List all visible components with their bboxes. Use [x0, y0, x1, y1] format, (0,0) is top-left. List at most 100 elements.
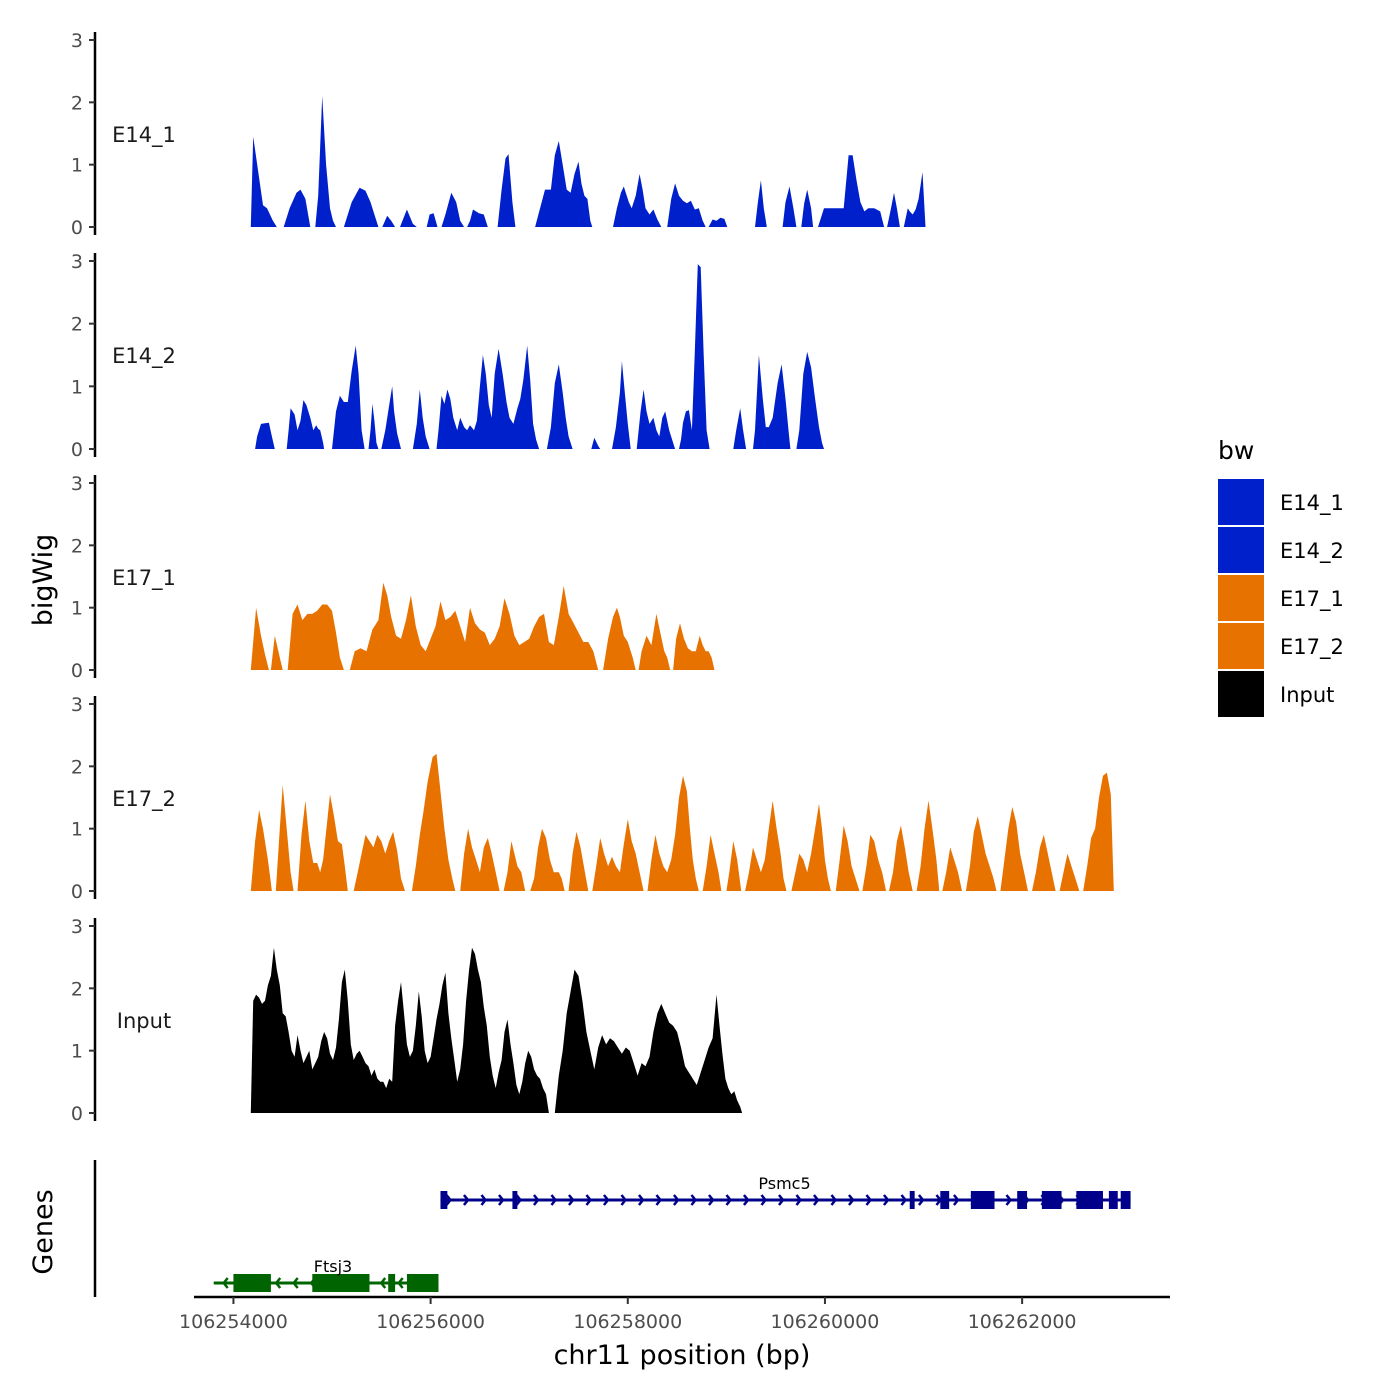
y-tick-label: 0: [71, 1103, 83, 1125]
gene-ftsj3: Ftsj3: [213, 1257, 439, 1292]
y-tick-label: 1: [71, 819, 83, 841]
gene-exon: [1017, 1191, 1028, 1209]
strand-arrow: [620, 1194, 628, 1206]
coverage-area-e17-2: [250, 753, 1114, 891]
track-e14-2: E14_2: [112, 264, 825, 449]
strand-arrow: [602, 1194, 610, 1206]
strand-arrow: [900, 1194, 908, 1206]
strand-arrow: [480, 1194, 488, 1206]
strand-arrow: [760, 1194, 768, 1206]
strand-arrow: [655, 1194, 663, 1206]
strand-arrow: [445, 1194, 453, 1206]
y-axis-e14-2: 0 1 2 3: [71, 251, 97, 461]
legend-swatch: [1218, 671, 1264, 717]
y-axis-e17-2: 0 1 2 3: [71, 694, 97, 903]
track-input: Input: [117, 947, 743, 1113]
legend-label: Input: [1280, 683, 1334, 707]
gene-label-psmc5: Psmc5: [758, 1174, 810, 1193]
strand-arrow: [515, 1194, 523, 1206]
y-tick-label: 3: [71, 251, 83, 273]
gene-exon: [388, 1274, 396, 1292]
track-label-e17-1: E17_1: [112, 566, 176, 591]
y-tick-label: 3: [71, 916, 83, 938]
y-axis-e17-1: 0 1 2 3: [71, 473, 97, 682]
legend-swatch: [1218, 623, 1264, 669]
strand-arrow: [222, 1277, 229, 1289]
strand-arrow: [812, 1194, 820, 1206]
x-tick-label: 106254000: [179, 1311, 288, 1333]
gene-exon: [909, 1191, 915, 1209]
y-axis-title: bigWig: [28, 534, 59, 627]
strand-arrow: [397, 1277, 404, 1289]
x-axis-title: chr11 position (bp): [554, 1340, 811, 1371]
strand-arrow: [882, 1194, 890, 1206]
strand-arrow: [847, 1194, 855, 1206]
track-label-e14-1: E14_1: [112, 123, 176, 148]
coverage-area-input: [250, 947, 743, 1113]
legend-swatch: [1218, 479, 1264, 525]
y-tick-label: 3: [71, 30, 83, 52]
strand-arrow: [585, 1194, 593, 1206]
strand-arrow: [672, 1194, 680, 1206]
gene-exon: [1108, 1191, 1118, 1209]
gene-exon: [970, 1191, 995, 1209]
legend-swatch: [1218, 575, 1264, 621]
strand-arrow: [917, 1194, 925, 1206]
coverage-area-e14-1: [250, 96, 926, 227]
gene-exon: [940, 1191, 950, 1209]
strand-arrow: [725, 1194, 733, 1206]
y-tick-label: 0: [71, 439, 83, 461]
y-tick-label: 1: [71, 376, 83, 398]
strand-arrow: [637, 1194, 645, 1206]
legend: bw E14_1 E14_2 E17_1 E17_2 Input: [1218, 436, 1344, 717]
track-e17-2: E17_2: [112, 753, 1114, 891]
y-tick-label: 3: [71, 694, 83, 716]
y-tick-label: 1: [71, 1041, 83, 1063]
strand-arrow: [379, 1277, 387, 1289]
strand-arrow: [550, 1194, 558, 1206]
gene-label-ftsj3: Ftsj3: [314, 1257, 352, 1276]
x-tick-label: 106262000: [968, 1311, 1077, 1333]
y-tick-label: 2: [71, 978, 83, 1000]
y-axis-e14-1: 0 1 2 3: [71, 30, 97, 239]
strand-arrow: [274, 1277, 282, 1289]
coverage-area-e17-1: [250, 582, 715, 670]
track-e14-1: E14_1: [112, 96, 926, 227]
y-tick-label: 0: [71, 217, 83, 239]
gene-exon: [1120, 1191, 1131, 1209]
gene-exon: [1041, 1191, 1062, 1209]
strand-arrow: [292, 1277, 299, 1289]
x-tick-label: 106260000: [771, 1311, 880, 1333]
strand-arrow: [707, 1194, 715, 1206]
gene-exon: [440, 1191, 448, 1209]
strand-arrow: [1005, 1194, 1013, 1206]
x-axis: 106254000 106256000 106258000 106260000 1062…: [179, 1295, 1170, 1333]
legend-item-e14-2: E14_2: [1218, 527, 1344, 573]
y-tick-label: 0: [71, 660, 83, 682]
strand-arrow: [690, 1194, 698, 1206]
y-tick-label: 2: [71, 314, 83, 336]
strand-arrow: [742, 1194, 750, 1206]
genes-layer: Psmc5 Ftsj3: [213, 1174, 1131, 1292]
y-tick-label: 3: [71, 473, 83, 495]
legend-title: bw: [1218, 436, 1254, 465]
y-tick-label: 1: [71, 155, 83, 177]
track-label-input: Input: [117, 1009, 171, 1033]
x-tick-label: 106256000: [376, 1311, 485, 1333]
legend-label: E14_2: [1280, 539, 1344, 564]
gene-exon: [312, 1274, 370, 1292]
strand-arrow: [865, 1194, 873, 1206]
strand-arrow: [567, 1194, 575, 1206]
strand-arrow: [777, 1194, 785, 1206]
legend-entries: E14_1 E14_2 E17_1 E17_2 Input: [1218, 479, 1344, 717]
gene-psmc5: Psmc5: [440, 1174, 1131, 1209]
gene-exon: [406, 1274, 439, 1292]
track-label-e14-2: E14_2: [112, 344, 176, 369]
y-tick-label: 2: [71, 92, 83, 114]
y-axis-input: 0 1 2 3: [71, 916, 97, 1125]
track-e17-1: E17_1: [112, 566, 715, 670]
strand-arrow: [795, 1194, 803, 1206]
y-tick-label: 0: [71, 881, 83, 903]
